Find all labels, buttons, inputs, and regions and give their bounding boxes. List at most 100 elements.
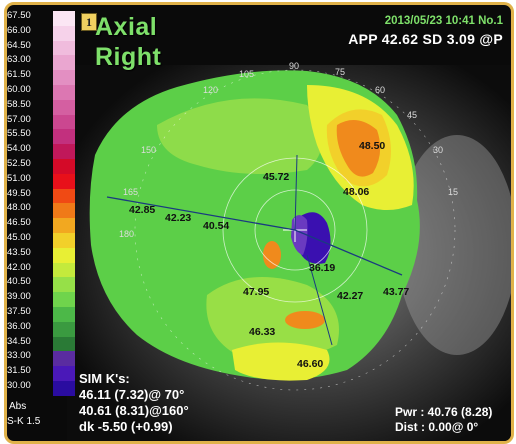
ring-degree-scale	[134, 69, 456, 391]
map-zone-light-green	[157, 98, 322, 174]
sim-k-flat: 40.61 (8.31)@160°	[79, 403, 189, 418]
axis-label-105: 105	[239, 69, 254, 79]
scale-value: 58.50	[7, 98, 31, 110]
map-zone-orange	[336, 120, 381, 177]
scale-value: 34.50	[7, 335, 31, 347]
sim-k-heading: SIM K's:	[79, 371, 130, 386]
app-sd-readout: APP 42.62 SD 3.09 @P	[348, 31, 503, 47]
scale-value: 49.50	[7, 187, 31, 199]
scale-swatch	[53, 25, 75, 42]
scale-row: 51.00	[7, 172, 77, 190]
axis-label-165: 165	[123, 187, 138, 197]
scale-row: 40.50	[7, 277, 77, 293]
scale-row: 67.50	[7, 10, 77, 27]
meridian-line-250	[306, 254, 333, 346]
scale-row: 46.50	[7, 217, 77, 234]
scale-swatch	[53, 203, 75, 219]
sim-k-steep: 46.11 (7.32)@ 70°	[79, 387, 185, 402]
scale-swatch	[53, 292, 75, 308]
scale-value: 33.00	[7, 350, 31, 362]
scale-row: 37.50	[7, 306, 77, 323]
scale-row: 58.50	[7, 98, 77, 116]
scale-swatch	[53, 173, 75, 190]
scale-row: 66.00	[7, 24, 77, 42]
scale-swatch	[53, 381, 75, 397]
topography-map-panel: 120 105 90 75 60 45 150 30 165 15 180 48…	[4, 2, 514, 444]
scale-value: 43.50	[7, 246, 31, 258]
axis-label-90: 90	[289, 61, 299, 71]
scale-swatch	[53, 277, 75, 293]
axis-label-180: 180	[119, 229, 134, 239]
scale-row: 52.50	[7, 159, 77, 175]
scale-row: 63.00	[7, 55, 77, 71]
scale-row: 61.50	[7, 69, 77, 86]
scale-row: 36.00	[7, 320, 77, 338]
scale-value: 30.00	[7, 380, 31, 391]
scale-row: 60.00	[7, 84, 77, 101]
scale-value: 64.50	[7, 39, 31, 51]
scale-value: 46.50	[7, 217, 31, 229]
axis-label-45: 45	[407, 110, 417, 120]
scale-swatch	[53, 70, 75, 86]
axis-label-120: 120	[203, 85, 218, 95]
sim-k-panel: SIM K's: 46.11 (7.32)@ 70° 40.61 (8.31)@…	[79, 371, 189, 435]
scale-row: 49.50	[7, 187, 77, 204]
map-value: 36.19	[309, 262, 335, 274]
map-value: 48.50	[359, 140, 385, 152]
map-value: 48.06	[343, 186, 369, 198]
map-title-line2: Right	[95, 43, 162, 71]
scale-value: 55.50	[7, 128, 31, 140]
scale-value: 31.50	[7, 365, 31, 377]
power-panel: Pwr : 40.76 (8.28) Dist : 0.00@ 0°	[395, 405, 492, 435]
ring-outer	[222, 157, 368, 303]
scale-swatch	[53, 40, 75, 56]
map-value: 46.60	[297, 358, 323, 370]
scale-row: 43.50	[7, 246, 77, 264]
meridian-line-70	[294, 154, 298, 231]
scale-swatch	[53, 144, 75, 160]
map-value: 42.85	[129, 204, 155, 216]
scale-value: 54.00	[7, 143, 31, 155]
sim-k-dk: dk -5.50 (+0.99)	[79, 419, 173, 434]
map-value: 43.77	[383, 286, 409, 298]
scale-value: 37.50	[7, 306, 31, 317]
scale-swatch	[53, 233, 75, 249]
scale-mode-label: Abs	[9, 401, 27, 412]
distance-readout: Dist : 0.00@ 0°	[395, 420, 479, 434]
scale-swatch	[53, 114, 75, 130]
scale-swatch	[53, 55, 75, 71]
map-value: 42.23	[165, 212, 191, 224]
scale-row: 54.00	[7, 143, 77, 160]
map-zone-yellow-lower	[232, 342, 330, 381]
scale-value: 36.00	[7, 320, 31, 332]
scale-swatch	[53, 129, 75, 145]
scale-value: 61.50	[7, 69, 31, 81]
scale-swatch	[53, 11, 75, 27]
meridian-line-340	[294, 229, 403, 276]
scale-swatch	[53, 262, 75, 278]
scale-row: 34.50	[7, 335, 77, 352]
scale-swatch	[53, 99, 75, 116]
scale-value: 67.50	[7, 10, 31, 21]
map-value: 45.72	[263, 171, 289, 183]
scale-row: 42.00	[7, 262, 77, 278]
axis-label-75: 75	[335, 67, 345, 77]
scale-row: 30.00	[7, 380, 77, 397]
meridian-line-160	[106, 196, 296, 231]
scale-value: 45.00	[7, 232, 31, 243]
map-value: 40.54	[203, 220, 229, 232]
scale-value: 60.00	[7, 84, 31, 95]
scale-swatch	[53, 247, 75, 264]
axis-label-30: 30	[433, 145, 443, 155]
scale-value: 39.00	[7, 291, 31, 303]
scale-swatch	[53, 307, 75, 323]
scale-swatch	[53, 218, 75, 234]
scale-swatch	[53, 366, 75, 382]
exam-datetime: 2013/05/23 10:41 No.1	[384, 15, 503, 27]
scale-value: 51.00	[7, 172, 31, 184]
scale-value: 57.00	[7, 113, 31, 125]
scale-row: 48.00	[7, 203, 77, 219]
map-zone-orange-center	[263, 241, 281, 269]
map-zone-lower-green	[206, 277, 339, 361]
scale-value: 66.00	[7, 24, 31, 36]
